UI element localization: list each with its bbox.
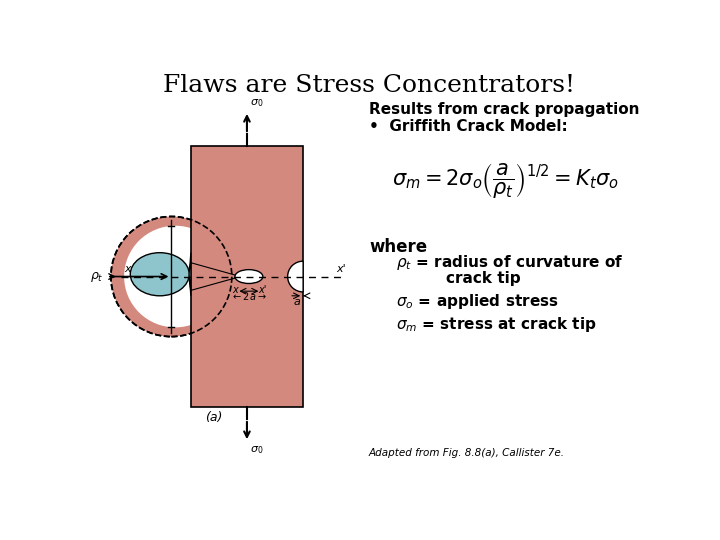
Text: $\leftarrow 2a \rightarrow$: $\leftarrow 2a \rightarrow$	[231, 291, 266, 302]
Ellipse shape	[235, 269, 263, 284]
Ellipse shape	[130, 253, 189, 296]
Text: Flaws are Stress Concentrators!: Flaws are Stress Concentrators!	[163, 74, 575, 97]
Text: $\sigma_m = 2\sigma_o\left(\dfrac{a}{\rho_t}\right)^{1/2} = K_t\sigma_o$: $\sigma_m = 2\sigma_o\left(\dfrac{a}{\rh…	[392, 161, 619, 200]
Text: Results from crack propagation: Results from crack propagation	[369, 102, 639, 117]
Text: x': x'	[258, 285, 267, 295]
Text: x: x	[124, 264, 130, 274]
Polygon shape	[189, 253, 191, 296]
Text: Adapted from Fig. 8.8(a), Callister 7e.: Adapted from Fig. 8.8(a), Callister 7e.	[369, 448, 565, 457]
Text: $\sigma_o$ = applied stress: $\sigma_o$ = applied stress	[396, 292, 559, 311]
Wedge shape	[287, 261, 303, 292]
Text: $\sigma_0$: $\sigma_0$	[250, 97, 264, 109]
Text: (a): (a)	[205, 411, 222, 424]
Text: $\sigma_m$ = stress at crack tip: $\sigma_m$ = stress at crack tip	[396, 315, 597, 334]
Text: x: x	[232, 285, 238, 295]
Circle shape	[111, 217, 232, 336]
Text: $\sigma_0$: $\sigma_0$	[250, 444, 264, 456]
Text: $\rho_t$: $\rho_t$	[90, 269, 104, 284]
Bar	[191, 146, 303, 408]
Text: x': x'	[336, 264, 346, 274]
Text: •  Griffith Crack Model:: • Griffith Crack Model:	[369, 119, 568, 134]
Text: crack tip: crack tip	[446, 271, 521, 286]
Text: a: a	[294, 298, 300, 307]
Text: $\rho_t$ = radius of curvature of: $\rho_t$ = radius of curvature of	[396, 253, 624, 273]
Circle shape	[124, 226, 226, 327]
Text: where: where	[369, 238, 427, 256]
